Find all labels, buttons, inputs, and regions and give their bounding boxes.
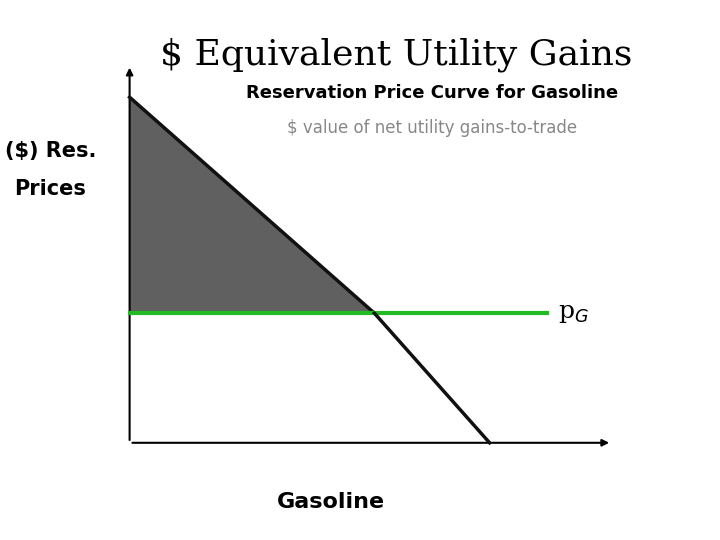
Text: Prices: Prices: [14, 179, 86, 199]
Polygon shape: [130, 97, 374, 313]
Text: $ value of net utility gains-to-trade: $ value of net utility gains-to-trade: [287, 119, 577, 137]
Text: ($) Res.: ($) Res.: [5, 141, 96, 161]
Text: p$_G$: p$_G$: [558, 302, 589, 325]
Text: $ Equivalent Utility Gains: $ Equivalent Utility Gains: [160, 38, 632, 72]
Text: Gasoline: Gasoline: [277, 492, 385, 512]
Text: Reservation Price Curve for Gasoline: Reservation Price Curve for Gasoline: [246, 84, 618, 102]
